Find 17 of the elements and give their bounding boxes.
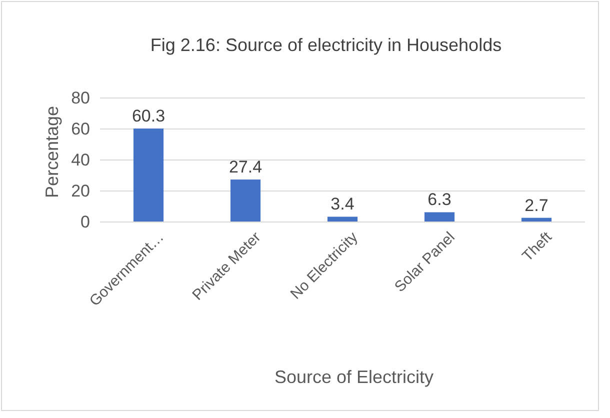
data-label: 2.7 [524,196,548,215]
y-tick-label: 0 [80,212,90,232]
x-axis-title: Source of Electricity [274,367,434,387]
bar [424,212,455,222]
y-tick-label: 80 [71,88,90,108]
bar [230,180,261,222]
data-label: 6.3 [428,190,452,210]
chart-title: Fig 2.16: Source of electricity in Households [150,35,502,55]
data-label: 3.4 [330,194,354,214]
bar [133,128,164,222]
bar [327,216,358,222]
y-tick-label: 20 [71,181,90,200]
y-tick-label: 40 [71,150,90,170]
y-axis-title: Percentage [42,106,62,198]
y-tick-label: 60 [71,119,90,138]
data-label: 27.4 [228,158,262,177]
data-label: 60.3 [132,106,166,126]
